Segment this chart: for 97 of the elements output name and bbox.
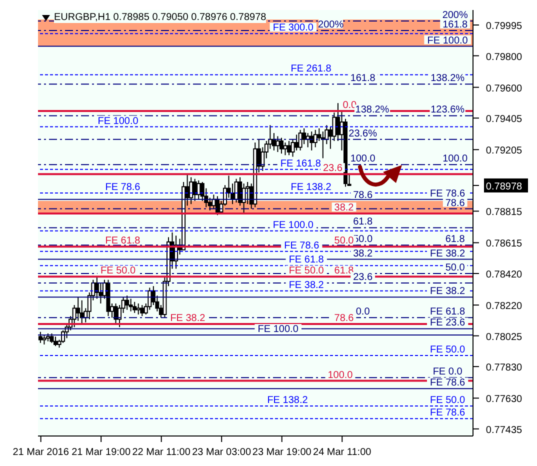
annotation: 100.0	[442, 154, 468, 165]
annotation: FE 100.0	[427, 35, 468, 46]
y-tick-label: 0.77830	[486, 362, 523, 374]
annotation: 38.2	[334, 202, 354, 214]
y-tick-label: 0.77630	[486, 394, 523, 406]
annotation: 100.0	[350, 154, 376, 165]
annotation: 78.6	[334, 312, 354, 324]
candlestick	[313, 129, 318, 148]
x-tick-label: 22 Mar 11:00	[132, 447, 191, 458]
annotation: 61.8	[445, 234, 466, 246]
y-tick-label: 0.78025	[486, 332, 523, 343]
candlestick	[140, 304, 144, 317]
y-tick-label: 0.78220	[486, 301, 523, 312]
candlestick	[50, 332, 54, 344]
y-tick-label: 0.78815	[486, 207, 523, 218]
annotation: 61.8	[334, 266, 354, 277]
annotation: FE 23.6	[430, 318, 466, 329]
candlestick	[283, 142, 288, 156]
annotation: FE 138.2	[267, 395, 308, 406]
candlestick	[242, 183, 246, 214]
annotation: FE 38.2	[288, 280, 324, 291]
annotation: 123.6%	[430, 104, 465, 116]
annotation: 100.0	[328, 370, 354, 381]
y-tick-label: 0.79600	[486, 83, 523, 94]
annotation: 200%	[318, 20, 344, 31]
candlestick	[132, 301, 137, 314]
candlestick	[290, 138, 295, 158]
x-tick-label: 23 Mar 03:00	[192, 447, 252, 458]
annotation: FE 300.0	[272, 22, 314, 34]
chart-title: EURGBP,H1 0.78985 0.79050 0.78976 0.78978	[54, 12, 266, 23]
annotation: FE 78.6	[430, 408, 466, 419]
y-tick-label: 0.77435	[486, 424, 523, 436]
annotation: 78.6	[445, 198, 466, 209]
y-tick-label: 0.78978	[486, 181, 523, 192]
annotation: 23.6%	[348, 128, 378, 140]
x-tick-label: 24 Mar 11:00	[313, 447, 372, 458]
annotation: FE 38.2	[430, 286, 466, 298]
annotation: 78.6	[353, 190, 374, 201]
annotation: FE 0.0	[432, 366, 463, 378]
annotation: FE 138.2	[290, 182, 332, 194]
y-tick-label: 0.79405	[486, 114, 523, 126]
candlestick	[298, 129, 302, 151]
annotation: FE 61.8	[288, 254, 324, 266]
annotation: FE 50.0	[430, 344, 466, 356]
annotation: 161.8	[350, 73, 376, 84]
candlestick	[76, 296, 80, 322]
annotation: FE 78.6	[430, 378, 466, 389]
candlestick	[38, 331, 42, 344]
annotation: FE 50.0	[288, 266, 324, 277]
y-tick-label: 0.79205	[486, 146, 523, 157]
annotation: 61.8	[353, 216, 374, 228]
annotation: 0.0	[356, 306, 370, 318]
annotation: FE 38.2	[170, 312, 206, 324]
annotation: 23.6	[322, 163, 343, 174]
annotation: FE 78.6	[430, 188, 466, 200]
annotation: 50.0	[334, 236, 354, 247]
annotation: 38.2	[353, 248, 374, 260]
candlestick	[148, 287, 152, 310]
annotation: FE 78.6	[284, 240, 320, 252]
candlestick	[54, 336, 58, 347]
annotation: 138.2%	[430, 73, 465, 84]
annotation: FE 50.0	[100, 266, 136, 277]
candlestick	[276, 136, 280, 152]
y-tick-label: 0.78420	[486, 269, 523, 280]
y-tick-label: 0.78615	[486, 238, 523, 250]
candlestick	[310, 130, 314, 151]
candlestick	[279, 137, 284, 154]
annotation: FE 38.2	[430, 248, 466, 260]
candlestick	[42, 334, 46, 345]
annotation: FE 100.0	[98, 116, 139, 127]
annotation: FE 100.0	[258, 324, 299, 336]
x-tick-label: 21 Mar 19:00	[72, 447, 131, 458]
candlestick	[287, 140, 292, 156]
x-tick-label: 23 Mar 19:00	[252, 447, 312, 458]
annotation: FE 50.0	[430, 395, 466, 406]
candlestick	[196, 180, 201, 200]
candlestick	[302, 128, 306, 145]
annotation: 161.8	[442, 20, 468, 31]
candlestick	[136, 302, 140, 316]
candlestick	[125, 295, 130, 310]
candlestick	[189, 176, 194, 205]
annotation: 50.0	[445, 262, 466, 274]
y-tick-label: 0.79800	[486, 52, 523, 63]
candlestick	[94, 276, 99, 300]
candlestick	[294, 134, 299, 151]
annotation: FE 61.8	[105, 236, 141, 247]
annotation: FE 78.6	[105, 182, 141, 194]
annotation: 200%	[442, 10, 468, 22]
candlestick	[128, 298, 133, 312]
annotation: FE 100.0	[272, 220, 314, 231]
annotation: 138.2%	[355, 104, 390, 116]
annotation: FE 161.8	[280, 158, 322, 170]
annotation: FE 61.8	[430, 306, 466, 318]
annotation: FE 261.8	[290, 64, 332, 75]
y-tick-label: 0.79995	[486, 20, 523, 32]
x-tick-label: 21 Mar 2016	[12, 447, 70, 458]
annotation: 23.6	[353, 272, 374, 283]
